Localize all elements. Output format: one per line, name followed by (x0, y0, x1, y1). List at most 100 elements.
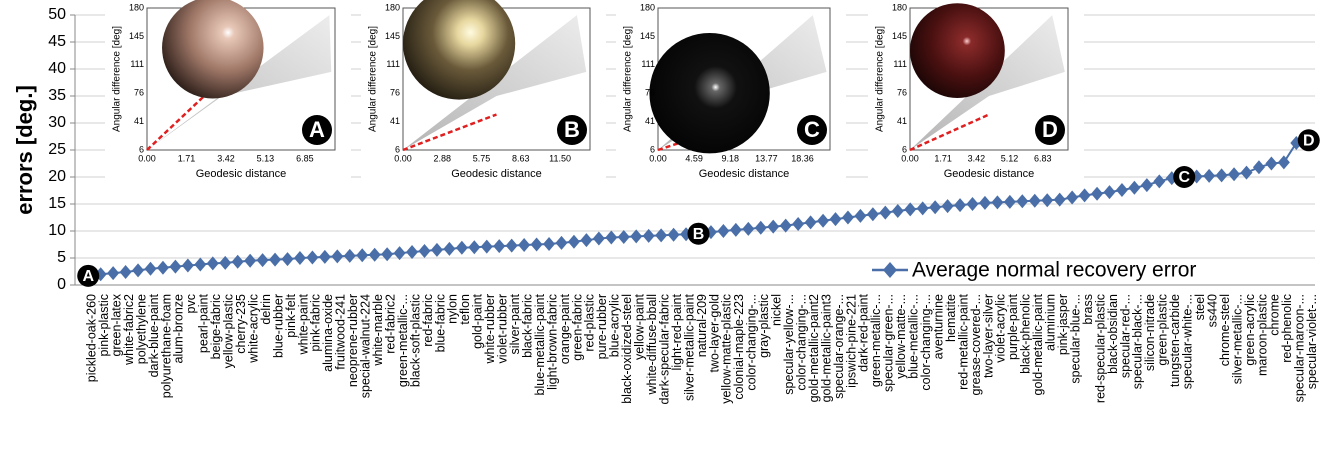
x-tick-label: aventurnine (931, 294, 945, 359)
inset-y-tick: 6 (395, 144, 400, 154)
x-tick-label: blue-metallic-paint (533, 293, 547, 395)
data-point (829, 212, 842, 227)
x-tick-label: violet-rubber (496, 294, 510, 363)
x-tick-label: blue-acrylic (608, 294, 622, 357)
inset-x-label: Geodesic distance (699, 168, 790, 180)
data-point (1277, 155, 1290, 170)
callout-label: D (1303, 132, 1315, 149)
x-tick-label: red-metallic-paint (956, 293, 970, 389)
y-tick-label: 25 (48, 141, 66, 158)
x-tick-label: two-layer-silver (981, 294, 995, 378)
callout-label: B (693, 226, 705, 243)
y-tick-label: 10 (48, 222, 66, 239)
inset-sphere (910, 3, 1005, 98)
x-tick-label: gold-metallic-paint2 (807, 294, 821, 402)
inset-y-tick: 76 (390, 88, 400, 98)
data-point (530, 237, 543, 252)
data-point (1028, 193, 1041, 208)
x-tick-label: dark-blue-paint (147, 293, 161, 377)
x-tick-label: orange-paint (558, 293, 572, 364)
x-tick-label: purple-paint (1006, 293, 1020, 360)
x-tick-label: steel (1193, 294, 1207, 320)
data-point (916, 201, 929, 216)
x-tick-label: beige-fabric (209, 294, 223, 359)
data-point (1103, 185, 1116, 200)
x-tick-label: green-metallic-... (396, 294, 410, 387)
data-point (107, 266, 120, 281)
x-tick-label: cherry-235 (234, 294, 248, 354)
data-point (443, 241, 456, 256)
inset-x-tick: 5.12 (1001, 153, 1019, 163)
x-tick-label: hematite (944, 294, 958, 342)
data-point (543, 236, 556, 251)
y-tick-label: 50 (48, 6, 66, 23)
data-point (904, 202, 917, 217)
inset-badge (797, 115, 827, 145)
data-point (567, 234, 580, 249)
y-tick-label: 30 (48, 114, 66, 131)
data-point (929, 200, 942, 215)
callout-label: A (82, 268, 94, 285)
data-point (132, 263, 145, 278)
data-point (991, 195, 1004, 210)
x-tick-label: polyurethane-foam (159, 294, 173, 398)
inset-badge-label: C (804, 117, 820, 142)
x-tick-label: blue-rubber (271, 294, 285, 358)
inset-y-tick: 145 (129, 31, 144, 41)
x-tick-label: white-rubber (483, 294, 497, 364)
inset-x-tick: 13.77 (755, 153, 778, 163)
x-tick-label: pickled-oak-260 (85, 294, 99, 382)
data-point (605, 230, 618, 245)
x-tick-label: white-marble (371, 294, 385, 367)
legend-label: Average normal recovery error (912, 259, 1196, 282)
data-point (592, 231, 605, 246)
x-tick-label: polyethylene (134, 294, 148, 364)
x-tick-label: specular-green-... (882, 294, 896, 392)
inset-y-label: Angular difference [deg] (875, 26, 886, 132)
inset-sphere (162, 0, 264, 99)
inset-y-tick: 145 (385, 31, 400, 41)
data-point (393, 246, 406, 261)
inset-y-tick: 180 (640, 2, 655, 12)
data-point (206, 256, 219, 271)
x-tick-label: specular-red-... (1118, 294, 1132, 378)
x-tick-label: pink-plastic (97, 294, 111, 357)
data-point (1078, 188, 1091, 203)
x-tick-label: green-metallic-... (869, 294, 883, 387)
data-point (555, 235, 568, 250)
x-tick-label: black-oxidized-steel (620, 294, 634, 404)
inset-badge (1035, 115, 1065, 145)
data-point (1053, 192, 1066, 207)
inset-badge (302, 115, 332, 145)
x-tick-label: dark-specular-fabric (657, 294, 671, 404)
callout-label: C (1178, 169, 1190, 186)
inset-badge-label: A (309, 117, 325, 142)
x-tick-label: color-changing-... (794, 294, 808, 391)
x-tick-label: green-acrylic (1243, 294, 1257, 366)
data-point (169, 259, 182, 274)
x-tick-label: specular-orange-... (832, 294, 846, 399)
data-point (181, 258, 194, 273)
x-tick-label: blue-fabric (433, 294, 447, 352)
x-tick-label: alum-bronze (172, 294, 186, 364)
x-tick-label: gold-metallic-paint (1031, 293, 1045, 395)
data-point (854, 208, 867, 223)
data-point (1128, 180, 1141, 195)
inset-x-label: Geodesic distance (451, 168, 542, 180)
y-tick-label: 20 (48, 168, 66, 185)
data-point (754, 220, 767, 235)
x-tick-label: nickel (770, 294, 784, 326)
inset-x-tick: 1.71 (934, 153, 952, 163)
data-point (1016, 194, 1029, 209)
data-point (505, 238, 518, 253)
inset-x-tick: 18.36 (791, 153, 814, 163)
data-point (493, 239, 506, 254)
data-point (767, 219, 780, 234)
data-point (630, 229, 643, 244)
data-point (779, 218, 792, 233)
inset-fit-line (909, 113, 990, 152)
inset-x-tick: 0.00 (138, 153, 156, 163)
inset-y-label: Angular difference [deg] (368, 26, 379, 132)
x-tick-label: pink-fabric (309, 294, 323, 352)
